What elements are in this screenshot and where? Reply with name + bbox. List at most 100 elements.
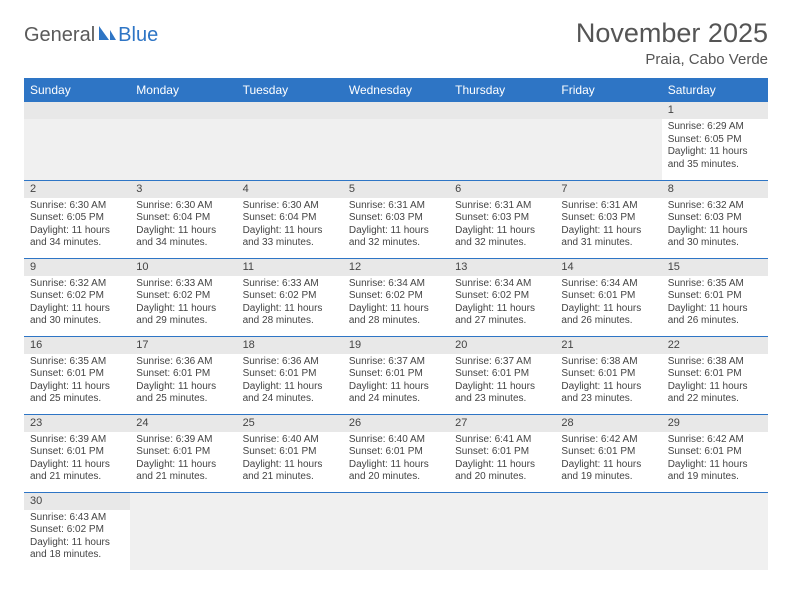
calendar-week-row: 2Sunrise: 6:30 AMSunset: 6:05 PMDaylight… [24,180,768,258]
day-details: Sunrise: 6:42 AMSunset: 6:01 PMDaylight:… [555,432,661,488]
day-number-empty [555,102,661,119]
day-line-sr: Sunrise: 6:30 AM [30,200,124,213]
day-details: Sunrise: 6:42 AMSunset: 6:01 PMDaylight:… [662,432,768,488]
day-details: Sunrise: 6:30 AMSunset: 6:04 PMDaylight:… [237,198,343,254]
calendar-week-row: 23Sunrise: 6:39 AMSunset: 6:01 PMDayligh… [24,414,768,492]
day-details: Sunrise: 6:32 AMSunset: 6:02 PMDaylight:… [24,276,130,332]
day-line-dl1: Daylight: 11 hours [349,225,443,238]
day-line-dl2: and 20 minutes. [349,471,443,484]
day-line-ss: Sunset: 6:01 PM [668,368,762,381]
calendar-cell [555,492,661,570]
day-line-sr: Sunrise: 6:41 AM [455,434,549,447]
day-line-sr: Sunrise: 6:32 AM [668,200,762,213]
day-line-dl1: Daylight: 11 hours [455,381,549,394]
day-line-sr: Sunrise: 6:32 AM [30,278,124,291]
calendar-cell: 18Sunrise: 6:36 AMSunset: 6:01 PMDayligh… [237,336,343,414]
day-line-ss: Sunset: 6:01 PM [561,290,655,303]
day-line-ss: Sunset: 6:02 PM [30,524,124,537]
calendar-week-row: 30Sunrise: 6:43 AMSunset: 6:02 PMDayligh… [24,492,768,570]
day-line-dl1: Daylight: 11 hours [243,303,337,316]
day-line-sr: Sunrise: 6:35 AM [30,356,124,369]
weekday-header: Tuesday [237,78,343,102]
calendar-cell [24,102,130,180]
day-number: 20 [449,337,555,354]
day-line-dl2: and 25 minutes. [30,393,124,406]
page-header: General Blue November 2025 Praia, Cabo V… [24,18,768,68]
day-line-dl2: and 21 minutes. [243,471,337,484]
day-line-ss: Sunset: 6:01 PM [30,446,124,459]
day-details: Sunrise: 6:34 AMSunset: 6:02 PMDaylight:… [343,276,449,332]
day-line-dl2: and 33 minutes. [243,237,337,250]
day-line-ss: Sunset: 6:03 PM [349,212,443,225]
calendar-cell: 5Sunrise: 6:31 AMSunset: 6:03 PMDaylight… [343,180,449,258]
weekday-header: Wednesday [343,78,449,102]
day-details: Sunrise: 6:38 AMSunset: 6:01 PMDaylight:… [662,354,768,410]
calendar-cell: 25Sunrise: 6:40 AMSunset: 6:01 PMDayligh… [237,414,343,492]
month-title: November 2025 [576,18,768,49]
calendar-cell [237,102,343,180]
day-details: Sunrise: 6:39 AMSunset: 6:01 PMDaylight:… [130,432,236,488]
day-number: 26 [343,415,449,432]
day-number: 10 [130,259,236,276]
calendar-cell [237,492,343,570]
day-line-dl1: Daylight: 11 hours [243,225,337,238]
logo: General Blue [24,24,158,47]
calendar-cell: 19Sunrise: 6:37 AMSunset: 6:01 PMDayligh… [343,336,449,414]
day-details: Sunrise: 6:35 AMSunset: 6:01 PMDaylight:… [662,276,768,332]
day-line-dl2: and 32 minutes. [455,237,549,250]
day-number-empty [24,102,130,119]
day-number: 30 [24,493,130,510]
day-line-sr: Sunrise: 6:43 AM [30,512,124,525]
calendar-page: General Blue November 2025 Praia, Cabo V… [0,0,792,570]
calendar-week-row: 9Sunrise: 6:32 AMSunset: 6:02 PMDaylight… [24,258,768,336]
day-line-dl1: Daylight: 11 hours [30,225,124,238]
day-line-dl1: Daylight: 11 hours [349,459,443,472]
weekday-header: Friday [555,78,661,102]
day-line-ss: Sunset: 6:01 PM [243,446,337,459]
calendar-cell: 15Sunrise: 6:35 AMSunset: 6:01 PMDayligh… [662,258,768,336]
day-line-ss: Sunset: 6:03 PM [455,212,549,225]
day-number: 4 [237,181,343,198]
day-number-empty [237,102,343,119]
day-number-empty [130,102,236,119]
day-number: 13 [449,259,555,276]
day-number: 2 [24,181,130,198]
day-number: 28 [555,415,661,432]
day-number: 6 [449,181,555,198]
calendar-cell: 26Sunrise: 6:40 AMSunset: 6:01 PMDayligh… [343,414,449,492]
day-line-sr: Sunrise: 6:38 AM [668,356,762,369]
day-details: Sunrise: 6:31 AMSunset: 6:03 PMDaylight:… [449,198,555,254]
day-details: Sunrise: 6:36 AMSunset: 6:01 PMDaylight:… [130,354,236,410]
day-number: 5 [343,181,449,198]
calendar-week-row: 16Sunrise: 6:35 AMSunset: 6:01 PMDayligh… [24,336,768,414]
day-details: Sunrise: 6:33 AMSunset: 6:02 PMDaylight:… [130,276,236,332]
day-line-dl2: and 19 minutes. [668,471,762,484]
day-number: 23 [24,415,130,432]
day-line-ss: Sunset: 6:02 PM [243,290,337,303]
day-details: Sunrise: 6:37 AMSunset: 6:01 PMDaylight:… [449,354,555,410]
calendar-cell: 8Sunrise: 6:32 AMSunset: 6:03 PMDaylight… [662,180,768,258]
day-line-ss: Sunset: 6:03 PM [561,212,655,225]
day-line-sr: Sunrise: 6:36 AM [243,356,337,369]
calendar-cell [343,102,449,180]
calendar-cell: 1Sunrise: 6:29 AMSunset: 6:05 PMDaylight… [662,102,768,180]
weekday-header: Sunday [24,78,130,102]
day-line-dl2: and 26 minutes. [668,315,762,328]
day-line-ss: Sunset: 6:02 PM [455,290,549,303]
day-number-empty [343,102,449,119]
calendar-cell: 7Sunrise: 6:31 AMSunset: 6:03 PMDaylight… [555,180,661,258]
calendar-cell: 11Sunrise: 6:33 AMSunset: 6:02 PMDayligh… [237,258,343,336]
day-line-dl1: Daylight: 11 hours [668,303,762,316]
calendar-cell: 22Sunrise: 6:38 AMSunset: 6:01 PMDayligh… [662,336,768,414]
calendar-cell [130,492,236,570]
day-line-dl2: and 20 minutes. [455,471,549,484]
day-number: 19 [343,337,449,354]
day-line-sr: Sunrise: 6:36 AM [136,356,230,369]
calendar-week-row: 1Sunrise: 6:29 AMSunset: 6:05 PMDaylight… [24,102,768,180]
day-line-ss: Sunset: 6:01 PM [136,368,230,381]
day-line-ss: Sunset: 6:05 PM [668,134,762,147]
day-line-ss: Sunset: 6:03 PM [668,212,762,225]
day-line-dl1: Daylight: 11 hours [668,225,762,238]
day-line-dl1: Daylight: 11 hours [668,459,762,472]
day-line-ss: Sunset: 6:01 PM [455,446,549,459]
